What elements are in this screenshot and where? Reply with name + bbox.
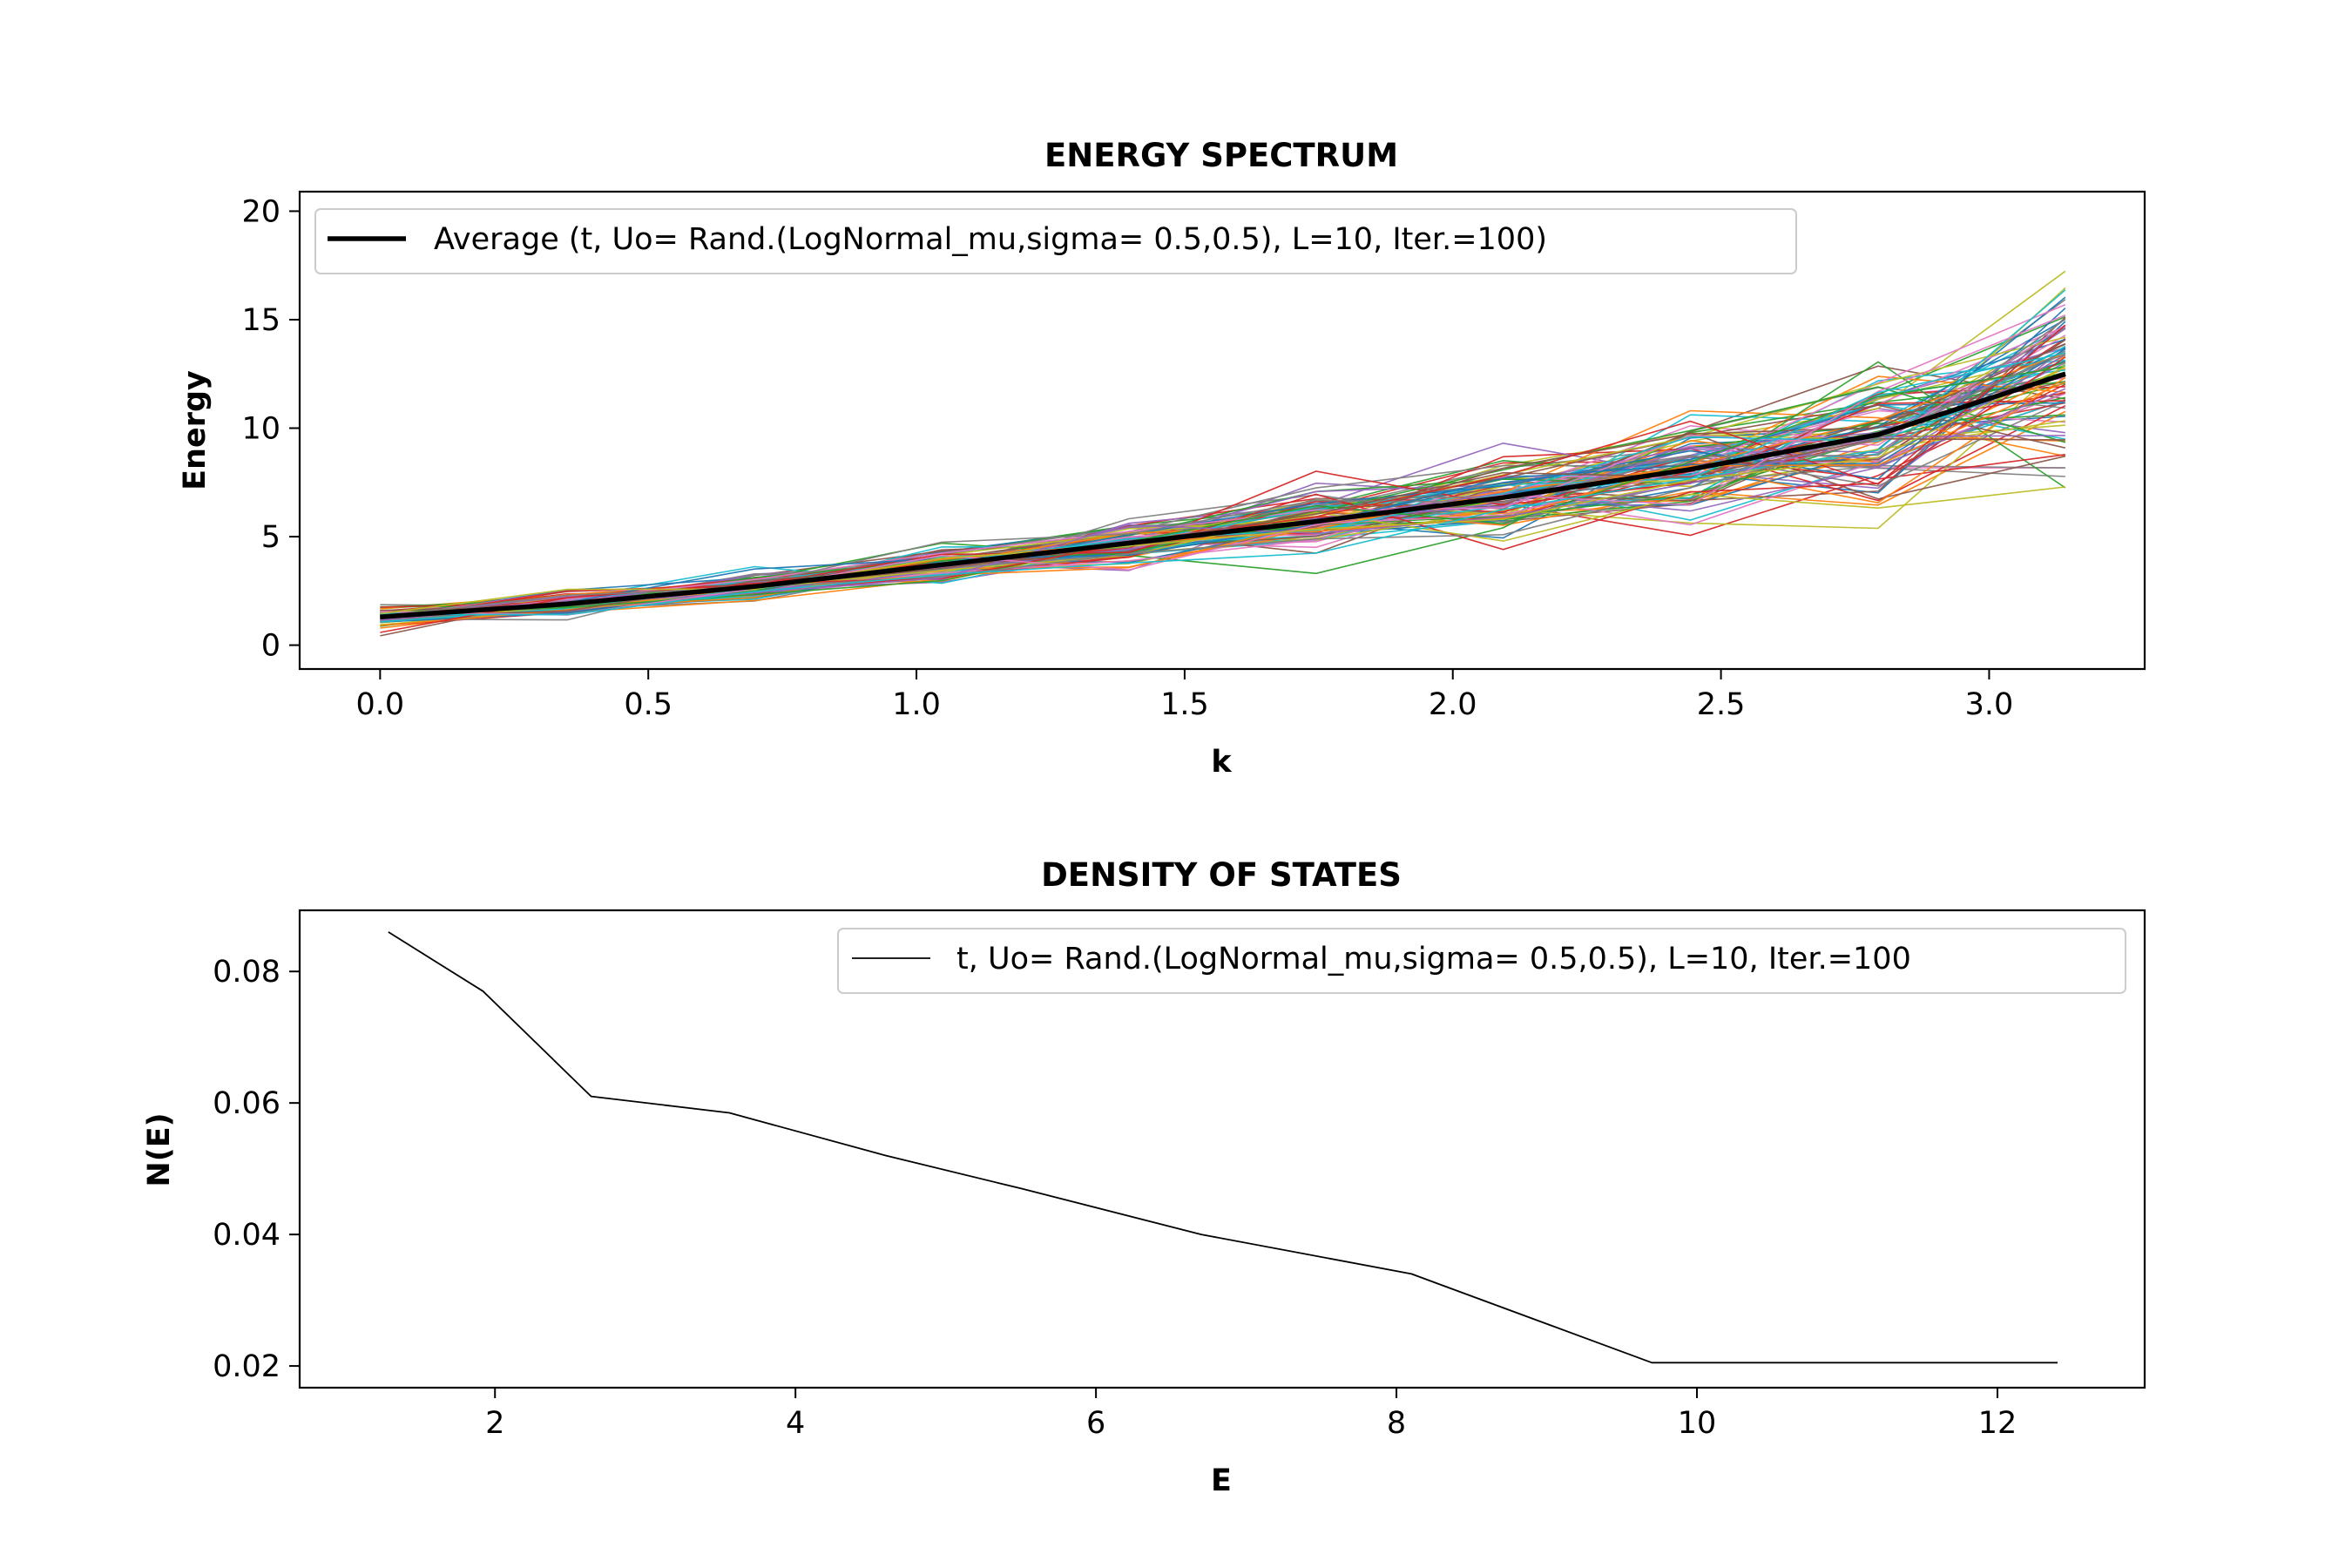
x-tick-label: 6: [1086, 1406, 1105, 1441]
legend-entry: t, Uo= Rand.(LogNormal_mu,sigma= 0.5,0.5…: [956, 942, 1911, 977]
x-tick-label: 8: [1387, 1406, 1406, 1441]
y-tick-label: 0: [261, 629, 280, 664]
chart-title: ENERGY SPECTRUM: [1044, 137, 1398, 174]
plot-frame: [298, 909, 2146, 1389]
x-axis-ticks: 2 4 6 8 10 12: [485, 1388, 2017, 1441]
y-axis-ticks: 0.02 0.04 0.06 0.08: [213, 955, 300, 1384]
x-tick-label: 2.5: [1697, 687, 1746, 722]
x-tick-label: 2.0: [1429, 687, 1477, 722]
y-tick-label: 15: [241, 303, 280, 338]
realization-line: [380, 366, 2066, 616]
x-tick-label: 12: [1978, 1406, 2017, 1441]
series-line: [380, 371, 2066, 619]
x-axis-label: k: [1211, 745, 1232, 780]
x-tick-label: 3.0: [1965, 687, 2014, 722]
x-tick-label: 0.5: [624, 687, 672, 722]
realization-line: [380, 366, 2066, 615]
realization-line: [380, 314, 2066, 616]
y-tick-label: 0.04: [213, 1218, 280, 1253]
y-axis-ticks: 0 5 10 15 20: [241, 194, 300, 664]
y-tick-label: 20: [241, 194, 280, 229]
realization-line: [380, 352, 2066, 616]
y-tick-label: 0.06: [213, 1086, 280, 1121]
y-tick-label: 0.08: [213, 955, 280, 990]
plot-frame: [298, 190, 2146, 671]
realization-line: [380, 350, 2066, 618]
energy-spectrum-chart: ENERGY SPECTRUM 0.0 0.5 1.0 1.5 2.0 2.5 3.0 0 5…: [178, 137, 2146, 780]
legend: t, Uo= Rand.(LogNormal_mu,sigma= 0.5,0.5…: [837, 928, 2126, 994]
plot-area: [298, 909, 2146, 1389]
legend-frame: [314, 208, 1797, 274]
y-tick-label: 5: [261, 520, 280, 555]
legend-frame: [837, 928, 2126, 994]
x-axis-label: E: [1211, 1463, 1232, 1498]
x-tick-label: 1.5: [1160, 687, 1209, 722]
y-tick-label: 10: [241, 412, 280, 447]
x-tick-label: 4: [786, 1406, 805, 1441]
x-tick-label: 1.0: [892, 687, 941, 722]
y-axis-label: Energy: [178, 370, 213, 490]
series-lines: [388, 931, 2058, 1364]
legend: Average (t, Uo= Rand.(LogNormal_mu,sigma…: [314, 208, 1797, 274]
x-tick-label: 10: [1678, 1406, 1717, 1441]
y-tick-label: 0.02: [213, 1349, 280, 1384]
plot-area: [298, 190, 2146, 671]
realization-line: [380, 348, 2066, 618]
legend-entry: Average (t, Uo= Rand.(LogNormal_mu,sigma…: [434, 222, 1547, 257]
x-tick-label: 2: [485, 1406, 504, 1441]
chart-title: DENSITY OF STATES: [1041, 856, 1402, 894]
series-lines: [380, 371, 2066, 619]
x-tick-label: 0.0: [356, 687, 405, 722]
density-of-states-chart: DENSITY OF STATES 2 4 6 8 10 12 0.020.040.060…: [142, 856, 2146, 1498]
y-axis-label: N(E): [142, 1112, 177, 1186]
x-axis-ticks: 0.0 0.5 1.0 1.5 2.0 2.5 3.0: [356, 669, 2014, 722]
series-line: [388, 931, 2058, 1364]
